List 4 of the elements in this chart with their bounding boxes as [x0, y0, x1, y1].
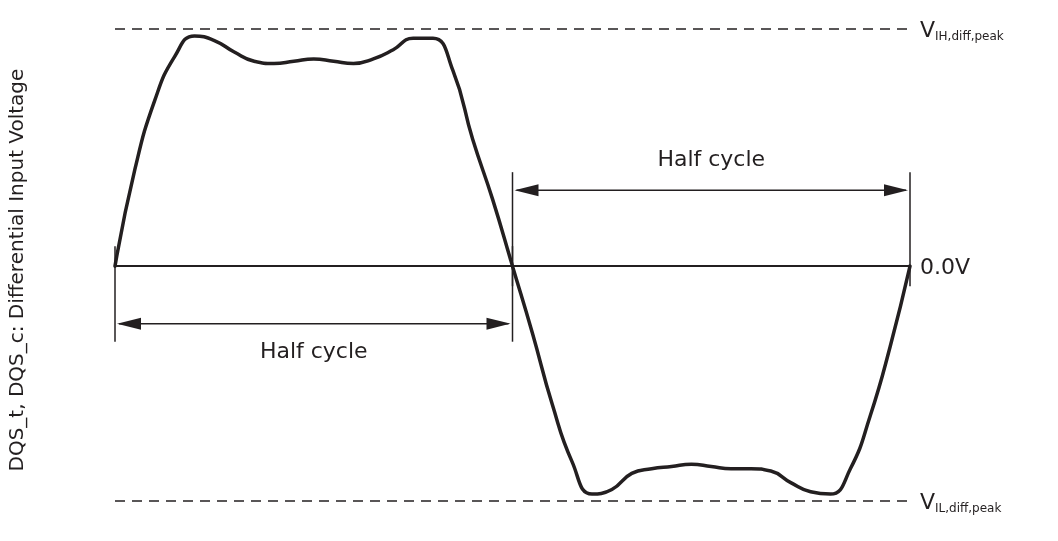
y-axis-title: DQS_t, DQS_c: Differential Input Voltage — [4, 68, 28, 472]
ref-line-label: 0.0V — [920, 253, 971, 279]
annotation: Half cycle — [259, 337, 368, 363]
annotation: Half cycle — [657, 146, 766, 172]
